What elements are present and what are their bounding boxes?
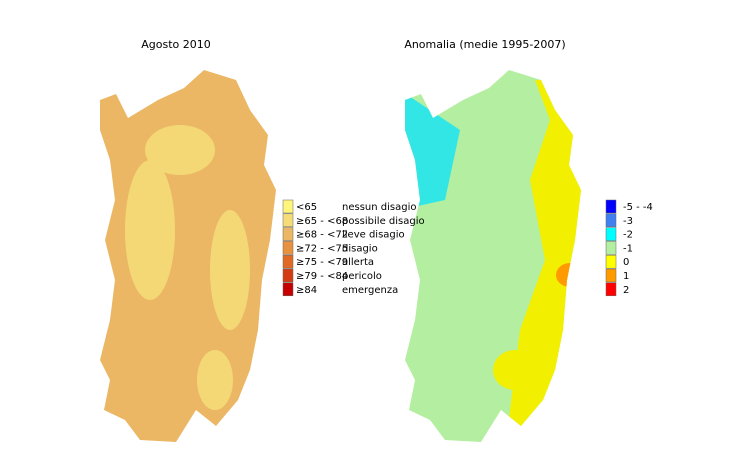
legend-swatch (282, 199, 294, 214)
legend-range: ≥84 (296, 285, 317, 296)
legend-label: disagio (342, 243, 378, 254)
legend-label: pericolo (342, 271, 382, 282)
legend-swatch (605, 213, 617, 228)
legend-swatch (282, 282, 294, 297)
legend-range: ≥68 - <72 (296, 230, 348, 241)
legend-label: emergenza (342, 285, 398, 296)
legend-swatch (282, 268, 294, 283)
panel-title: Agosto 2010 (141, 38, 211, 51)
legend-swatch (605, 227, 617, 241)
legend-range: -5 - -4 (623, 202, 653, 213)
map-right (405, 70, 581, 442)
legend-range: ≥72 - <75 (296, 243, 348, 254)
legend-swatch (282, 213, 294, 228)
legend-range: -1 (623, 243, 633, 254)
legend-range: 2 (623, 285, 629, 296)
legend-range: ≥65 - <68 (296, 216, 348, 227)
legend-range: ≥75 - <79 (296, 257, 348, 268)
legend-swatch (605, 282, 617, 297)
legend-swatch (282, 254, 294, 269)
legend-range: 1 (623, 271, 629, 282)
legend-label: lieve disagio (342, 230, 405, 241)
legend-swatch (605, 199, 617, 214)
legend-swatch (282, 227, 294, 241)
legend-range: 0 (623, 257, 629, 268)
legend-swatch (282, 241, 294, 255)
legend-label: allerta (342, 257, 374, 268)
legend-swatch (605, 241, 617, 255)
legend-range: <65 (296, 202, 317, 213)
map-left (100, 70, 276, 442)
legend-label: nessun disagio (342, 202, 416, 213)
legend-range: ≥79 - <84 (296, 271, 348, 282)
legend-swatch (605, 254, 617, 269)
legend-swatch (605, 268, 617, 283)
legend-range: -2 (623, 230, 633, 241)
panel-title: Anomalia (medie 1995-2007) (404, 38, 565, 51)
legend-label: possibile disagio (342, 216, 425, 227)
legend-range: -3 (623, 216, 633, 227)
